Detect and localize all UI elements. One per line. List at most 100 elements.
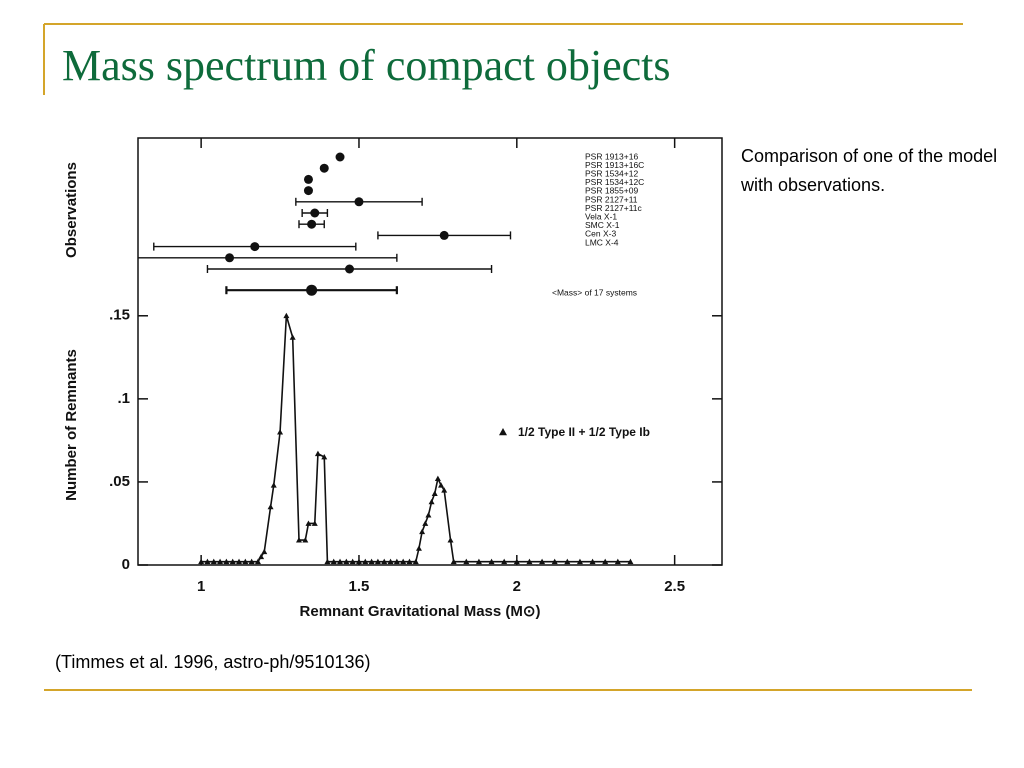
- obs-axis-label: Observations: [63, 162, 80, 258]
- obs-label: PSR 1913+16: [585, 151, 638, 161]
- slide-title: Mass spectrum of compact objects: [62, 41, 671, 90]
- point-marker: [412, 558, 419, 565]
- obs-point: [306, 284, 318, 296]
- point-marker: [614, 558, 621, 565]
- obs-point: [250, 242, 260, 252]
- y-axis-label: Number of Remnants: [63, 349, 80, 501]
- point-marker: [210, 558, 217, 565]
- point-marker: [447, 537, 454, 543]
- y-tick-label: .15: [109, 307, 130, 324]
- point-marker: [387, 558, 394, 565]
- x-tick-label: 1: [197, 578, 205, 595]
- point-marker: [627, 558, 634, 565]
- obs-point: [307, 219, 317, 229]
- point-marker: [406, 558, 413, 565]
- point-marker: [261, 548, 268, 555]
- x-axis-label: Remnant Gravitational Mass (M⊙): [300, 603, 541, 620]
- point-marker: [254, 558, 261, 565]
- obs-label: Vela X-1: [585, 211, 617, 221]
- obs-point: [354, 197, 364, 207]
- obs-label: SMC X-1: [585, 220, 620, 230]
- point-marker: [425, 512, 432, 518]
- point-marker: [236, 558, 243, 565]
- point-marker: [374, 558, 381, 565]
- point-marker: [589, 558, 596, 565]
- point-marker: [463, 558, 470, 565]
- point-marker: [258, 553, 265, 560]
- obs-point: [439, 230, 449, 240]
- point-marker: [438, 482, 445, 488]
- point-marker: [501, 558, 508, 565]
- point-marker: [368, 558, 375, 565]
- point-marker: [381, 558, 388, 565]
- point-marker: [302, 537, 309, 543]
- point-marker: [204, 558, 211, 565]
- point-marker: [283, 312, 290, 319]
- x-tick-label: 2: [513, 578, 521, 595]
- point-marker: [450, 558, 457, 565]
- point-marker: [400, 558, 407, 565]
- obs-point: [335, 152, 345, 162]
- obs-label: PSR 2127+11: [585, 194, 638, 204]
- x-tick-label: 1.5: [349, 578, 370, 595]
- obs-point: [303, 174, 313, 184]
- legend-label: 1/2 Type II + 1/2 Type Ib: [518, 425, 650, 439]
- point-marker: [321, 454, 328, 460]
- point-marker: [602, 558, 609, 565]
- obs-label: PSR 2127+11c: [585, 203, 643, 213]
- point-marker: [229, 558, 236, 565]
- point-marker: [277, 429, 284, 435]
- point-marker: [217, 558, 224, 565]
- point-marker: [422, 520, 429, 526]
- plot-area: [138, 152, 634, 565]
- obs-label: PSR 1855+09: [585, 186, 638, 196]
- point-marker: [475, 558, 482, 565]
- obs-point: [319, 163, 329, 173]
- point-marker: [349, 558, 356, 565]
- point-marker: [564, 558, 571, 565]
- point-marker: [248, 558, 255, 565]
- point-marker: [434, 475, 441, 482]
- point-marker: [337, 558, 344, 565]
- obs-label: <Mass> of 17 systems: [552, 287, 637, 297]
- point-marker: [551, 558, 558, 565]
- point-marker: [343, 558, 350, 565]
- obs-label: PSR 1534+12C: [585, 177, 644, 187]
- point-marker: [330, 558, 337, 565]
- x-tick-label: 2.5: [664, 578, 685, 595]
- obs-label: LMC X-4: [585, 237, 619, 247]
- point-marker: [223, 558, 230, 565]
- plot-frame: [137, 137, 723, 566]
- obs-label: Cen X-3: [585, 229, 616, 239]
- legend-marker: [499, 428, 507, 436]
- point-marker: [539, 558, 546, 565]
- point-marker: [428, 498, 435, 505]
- point-marker: [415, 545, 422, 551]
- y-tick-label: .1: [117, 390, 130, 407]
- obs-point: [345, 264, 355, 274]
- point-marker: [305, 520, 312, 526]
- obs-label: PSR 1913+16C: [585, 160, 644, 170]
- obs-point: [303, 186, 313, 196]
- point-marker: [576, 558, 583, 565]
- citation: (Timmes et al. 1996, astro-ph/9510136): [55, 652, 371, 672]
- point-marker: [324, 558, 331, 565]
- point-marker: [526, 558, 533, 565]
- point-marker: [393, 558, 400, 565]
- point-marker: [295, 537, 302, 543]
- y-tick-label: 0: [122, 556, 130, 573]
- y-tick-label: .05: [109, 473, 130, 490]
- point-marker: [419, 528, 426, 535]
- point-marker: [431, 490, 438, 496]
- obs-point: [225, 253, 235, 263]
- point-marker: [289, 334, 296, 340]
- point-marker: [441, 487, 448, 493]
- point-marker: [314, 450, 321, 457]
- point-marker: [311, 520, 318, 526]
- point-marker: [242, 558, 249, 565]
- point-marker: [488, 558, 495, 565]
- point-marker: [270, 482, 277, 488]
